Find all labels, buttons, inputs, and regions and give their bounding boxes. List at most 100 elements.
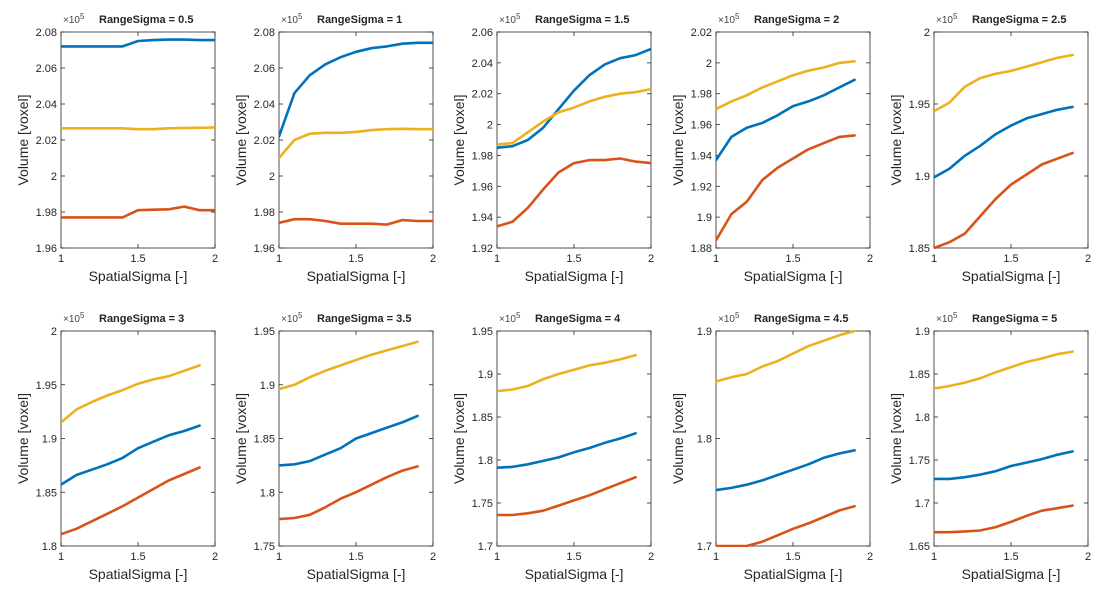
y-tick-label: 1.8 bbox=[260, 487, 275, 499]
series-group bbox=[716, 59, 856, 242]
y-tick-label: 2.02 bbox=[36, 135, 57, 147]
series-group bbox=[934, 53, 1074, 249]
y-tick-label: 1.94 bbox=[691, 150, 712, 162]
x-axis-label: SpatialSigma [-] bbox=[525, 566, 624, 582]
series-line-1 bbox=[61, 38, 215, 48]
series-line-2 bbox=[716, 330, 856, 383]
y-tick-label: 2 bbox=[924, 27, 930, 39]
x-axis-label: SpatialSigma [-] bbox=[89, 268, 188, 284]
y-tick-label: 1.95 bbox=[472, 326, 493, 338]
y-tick-label: 2.02 bbox=[472, 89, 493, 101]
series-line-1 bbox=[934, 450, 1074, 481]
exponent-label: ×105 bbox=[63, 12, 85, 26]
subplot-9: 1 1.5 2 1.7 1.8 1.9 ×105 RangeSigma = 4.5 Spatia… bbox=[670, 311, 873, 582]
x-tick-label: 1 bbox=[931, 253, 937, 265]
x-tick-label: 1.5 bbox=[785, 253, 800, 265]
x-tick-label: 2 bbox=[648, 551, 654, 563]
y-tick-label: 2.08 bbox=[36, 27, 57, 39]
series-line-1 bbox=[497, 47, 651, 149]
subplot-title: RangeSigma = 0.5 bbox=[99, 14, 193, 26]
series-line-1 bbox=[61, 424, 201, 487]
y-tick-label: 1.96 bbox=[36, 243, 57, 255]
exponent-label: ×105 bbox=[499, 12, 521, 26]
y-tick-label: 2.02 bbox=[691, 27, 712, 39]
series-line-3 bbox=[934, 504, 1074, 534]
y-tick-label: 1.7 bbox=[915, 498, 930, 510]
series-line-2 bbox=[934, 53, 1074, 113]
y-tick-label: 1.96 bbox=[254, 243, 275, 255]
series-line-1 bbox=[934, 105, 1074, 179]
y-tick-label: 1.96 bbox=[472, 181, 493, 193]
series-line-2 bbox=[934, 350, 1074, 390]
x-tick-label: 1 bbox=[494, 551, 500, 563]
y-tick-label: 1.85 bbox=[909, 243, 930, 255]
y-axis-label: Volume [voxel] bbox=[670, 94, 686, 185]
axes-box bbox=[60, 31, 216, 249]
x-tick-label: 1.5 bbox=[348, 551, 363, 563]
x-tick-label: 1.5 bbox=[1003, 551, 1018, 563]
series-line-1 bbox=[497, 431, 637, 470]
subplot-title: RangeSigma = 4.5 bbox=[754, 313, 848, 325]
y-axis-label: Volume [voxel] bbox=[670, 393, 686, 484]
y-tick-label: 1.7 bbox=[478, 541, 493, 553]
axes-box bbox=[715, 330, 871, 547]
series-line-3 bbox=[61, 205, 215, 219]
axes-box bbox=[933, 31, 1089, 249]
subplot-title: RangeSigma = 5 bbox=[972, 313, 1057, 325]
x-tick-label: 2 bbox=[212, 253, 218, 265]
series-line-1 bbox=[279, 414, 419, 467]
series-line-2 bbox=[497, 87, 651, 146]
axes-box bbox=[715, 31, 871, 249]
x-axis-label: SpatialSigma [-] bbox=[744, 268, 843, 284]
series-line-1 bbox=[716, 78, 856, 162]
series-line-3 bbox=[279, 465, 419, 521]
series-group bbox=[279, 41, 433, 226]
y-tick-label: 1.95 bbox=[36, 380, 57, 392]
y-tick-label: 1.92 bbox=[691, 181, 712, 193]
x-tick-label: 2 bbox=[1085, 551, 1091, 563]
y-axis-label: Volume [voxel] bbox=[888, 393, 904, 484]
axes-box bbox=[496, 330, 652, 547]
y-tick-label: 2.06 bbox=[36, 63, 57, 75]
series-line-2 bbox=[61, 126, 215, 131]
subplot-title: RangeSigma = 3 bbox=[99, 313, 184, 325]
y-tick-label: 1.8 bbox=[478, 455, 493, 467]
axes-box bbox=[60, 330, 216, 547]
series-line-3 bbox=[716, 134, 856, 242]
y-tick-label: 1.75 bbox=[254, 541, 275, 553]
y-tick-label: 2.08 bbox=[254, 27, 275, 39]
exponent-label: ×105 bbox=[936, 12, 958, 26]
y-axis-label: Volume [voxel] bbox=[233, 94, 249, 185]
y-tick-label: 2 bbox=[487, 120, 493, 132]
x-tick-label: 2 bbox=[867, 551, 873, 563]
y-tick-label: 1.85 bbox=[472, 412, 493, 424]
series-line-3 bbox=[934, 151, 1074, 249]
y-tick-label: 1.98 bbox=[691, 89, 712, 101]
subplot-title: RangeSigma = 1 bbox=[317, 14, 402, 26]
series-group bbox=[497, 353, 637, 517]
subplot-10: 1 1.5 2 1.65 1.7 1.75 1.8 1.85 1.9 ×105 RangeSigma… bbox=[888, 311, 1091, 582]
subplot-title: RangeSigma = 4 bbox=[535, 313, 621, 325]
series-line-3 bbox=[497, 157, 651, 228]
x-axis-label: SpatialSigma [-] bbox=[962, 566, 1061, 582]
axes-box bbox=[278, 31, 434, 249]
y-tick-label: 2 bbox=[706, 58, 712, 70]
y-tick-label: 1.98 bbox=[472, 150, 493, 162]
y-tick-label: 1.85 bbox=[36, 487, 57, 499]
x-tick-label: 2 bbox=[430, 551, 436, 563]
exponent-label: ×105 bbox=[936, 311, 958, 325]
y-tick-label: 1.85 bbox=[254, 434, 275, 446]
series-line-2 bbox=[497, 353, 637, 393]
y-axis-label: Volume [voxel] bbox=[15, 393, 31, 484]
series-group bbox=[497, 47, 651, 228]
x-tick-label: 2 bbox=[648, 253, 654, 265]
y-tick-label: 1.9 bbox=[478, 369, 493, 381]
y-axis-label: Volume [voxel] bbox=[233, 393, 249, 484]
subplot-2: 1 1.5 2 1.96 1.98 2 2.02 2.04 2.06 2.08 ×105 RangeS… bbox=[233, 12, 436, 284]
x-tick-label: 1.5 bbox=[1003, 253, 1018, 265]
x-tick-label: 1 bbox=[713, 551, 719, 563]
series-line-2 bbox=[716, 59, 856, 111]
subplot-6: 1 1.5 2 1.8 1.85 1.9 1.95 2 ×105 RangeSigma = 3 Sp… bbox=[15, 311, 218, 582]
x-axis-label: SpatialSigma [-] bbox=[307, 566, 406, 582]
